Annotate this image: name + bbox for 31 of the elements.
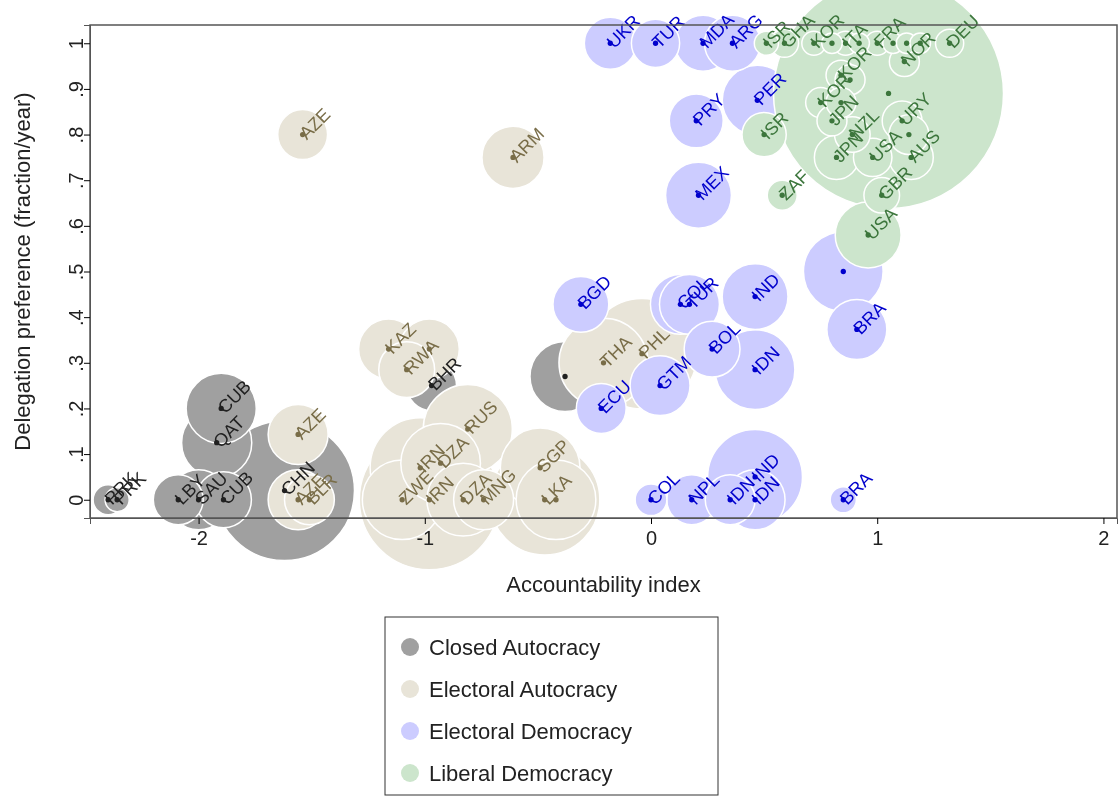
data-label: THA: [596, 332, 636, 372]
y-tick-label: .9: [65, 81, 87, 98]
x-axis-title: Accountability index: [506, 572, 701, 597]
y-tick-label: .2: [65, 400, 87, 418]
x-tick-label: 0: [645, 527, 658, 549]
y-tick-label: 0: [65, 494, 87, 506]
x-tick-label: -1: [416, 527, 435, 549]
x-tick-label: 1: [872, 527, 884, 549]
y-tick-label: .1: [65, 446, 87, 463]
data-label: NPL: [684, 469, 724, 509]
data-label: BOL: [704, 318, 745, 358]
data-label: TUR: [648, 11, 689, 53]
data-label: USA: [860, 203, 902, 244]
y-tick-label: 1: [65, 38, 87, 50]
y-tick-label: .6: [65, 218, 87, 235]
legend-label: Closed Autocracy: [429, 634, 601, 660]
data-label: IDN: [747, 342, 784, 379]
y-tick-label: .4: [65, 309, 87, 326]
y-tick-label: .8: [65, 126, 87, 144]
legend-label: Liberal Democracy: [429, 760, 613, 786]
x-tick-label: 2: [1098, 527, 1110, 549]
data-label: ISR: [756, 108, 793, 144]
x-tick-label: -2: [190, 527, 208, 549]
y-tick-label: .3: [65, 354, 87, 372]
data-label: COL: [643, 468, 685, 509]
y-axis-title: Delegation preference (fraction/year): [10, 92, 35, 451]
y-tick-label: .7: [65, 172, 87, 190]
data-label: IND: [747, 269, 784, 306]
legend-label: Electoral Autocracy: [429, 676, 618, 702]
legend-label: Electoral Democracy: [429, 718, 632, 744]
y-tick-label: .5: [65, 263, 87, 281]
